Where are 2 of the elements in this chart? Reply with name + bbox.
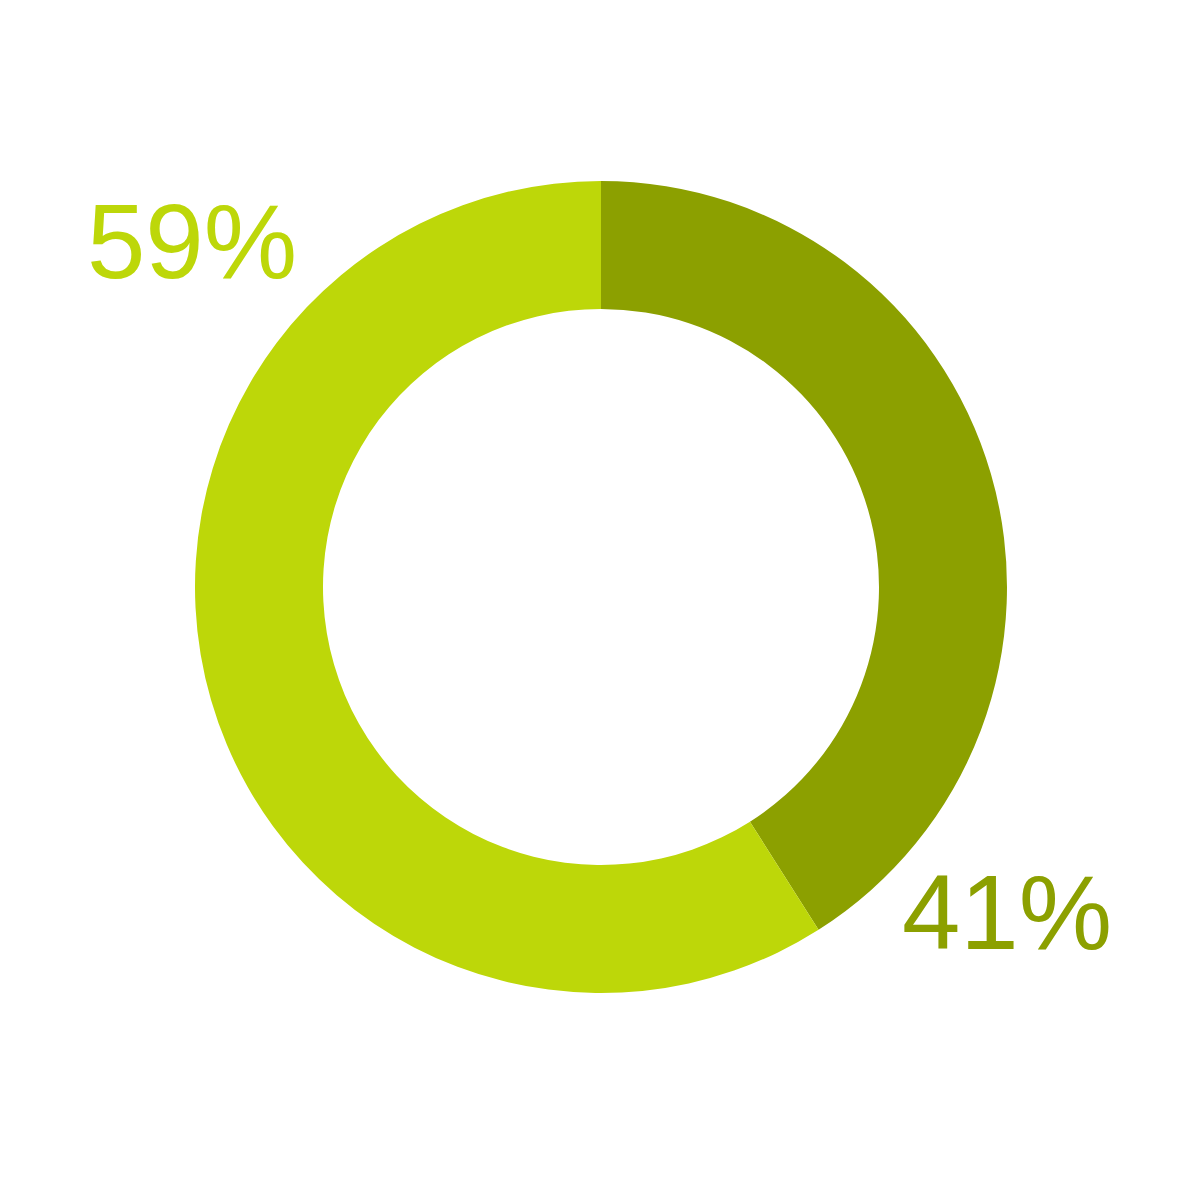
data-label: 59% <box>86 183 298 300</box>
data-label: 41% <box>901 854 1113 971</box>
